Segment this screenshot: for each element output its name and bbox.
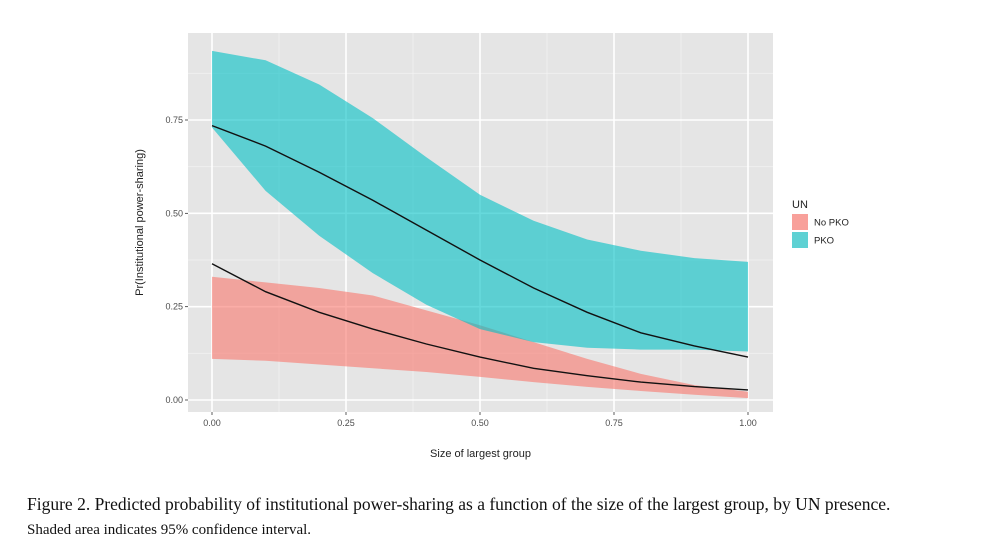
y-axis-label: Pr(Institutional power-sharing) [134,149,146,296]
band-no-pko [212,276,748,399]
confidence-bands [212,50,748,399]
line-pko [211,124,749,358]
legend-key-pko [792,232,808,248]
legend: UN No PKO PKO [792,199,849,248]
y-axis-ticks: 0.00 0.25 0.50 0.75 [165,115,188,405]
y-tick-label: 0.50 [165,208,183,218]
line-no-pko [211,263,749,391]
legend-label-no-pko: No PKO [814,218,849,229]
y-tick-label: 0.75 [165,115,183,125]
legend-title: UN [792,199,808,211]
prediction-lines [211,124,749,391]
figure-caption: Figure 2. Predicted probability of insti… [27,494,891,514]
x-tick-label: 0.75 [605,418,623,428]
band-pko [212,50,748,352]
x-tick-label: 0.00 [203,418,221,428]
y-tick-label: 0.00 [165,395,183,405]
figure-note: Shaded area indicates 95% confidence int… [27,522,312,538]
x-axis-label: Size of largest group [430,448,531,460]
x-tick-label: 0.50 [471,418,489,428]
legend-label-pko: PKO [814,236,834,247]
y-tick-label: 0.25 [165,302,183,312]
x-axis-ticks: 0.00 0.25 0.50 0.75 1.00 [203,412,757,428]
x-tick-label: 0.25 [337,418,355,428]
legend-key-no-pko [792,214,808,230]
x-tick-label: 1.00 [739,418,757,428]
